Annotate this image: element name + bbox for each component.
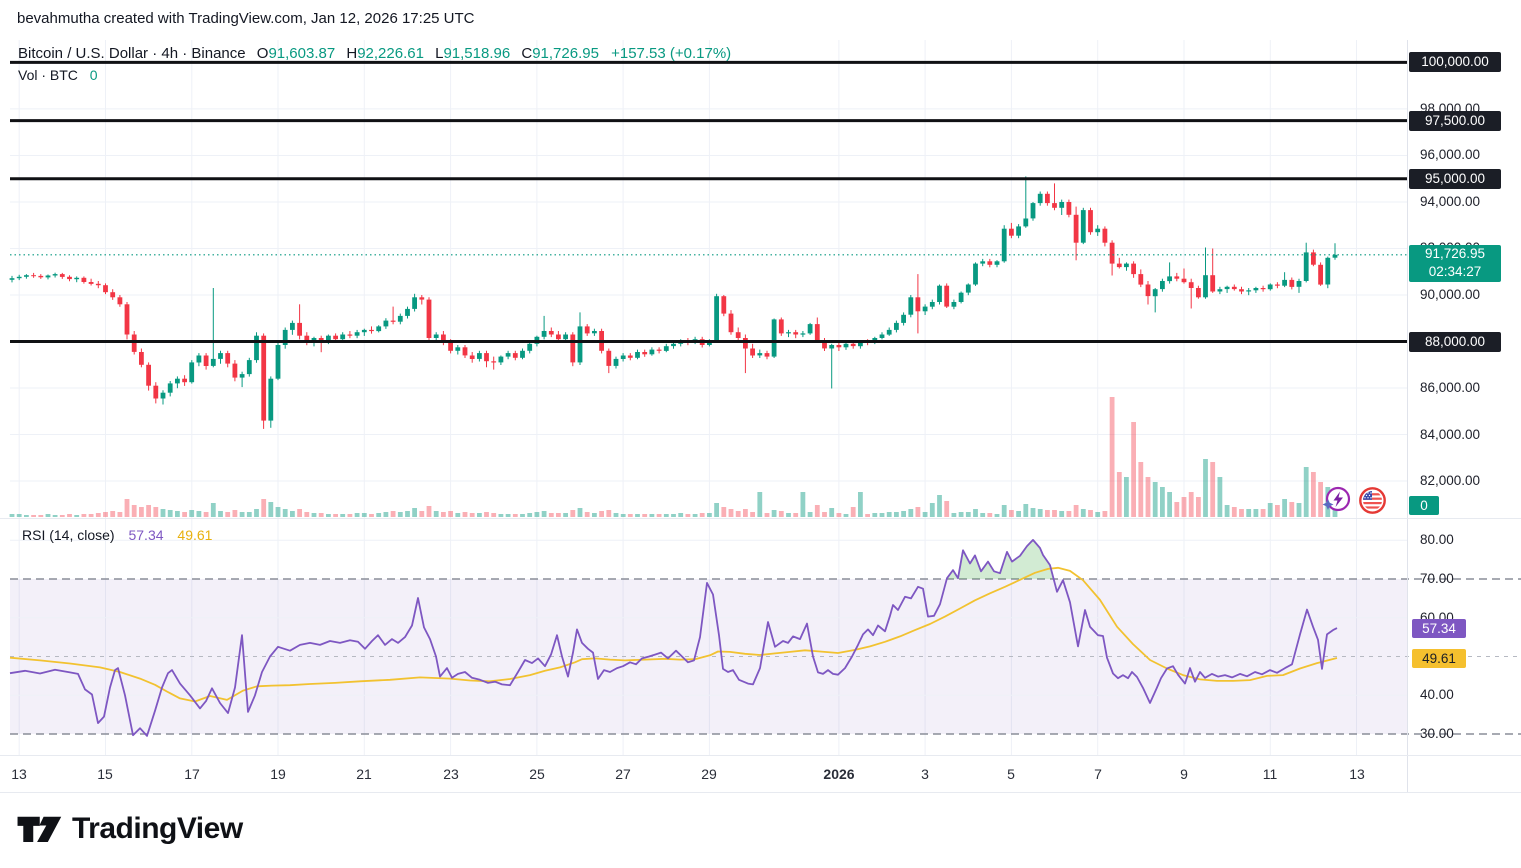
- rsi-ma-value: 49.61: [177, 527, 213, 543]
- price-axis-label: 84,000.00: [1420, 427, 1481, 442]
- flash-boost-event-icon[interactable]: [1321, 486, 1351, 521]
- time-axis-label: 5: [1007, 766, 1015, 782]
- symbol-title: Bitcoin / U.S. Dollar · 4h · Binance: [18, 45, 246, 62]
- level-price-badge: 100,000.00: [1409, 52, 1501, 72]
- vertical-gridlines: [18, 40, 1357, 755]
- time-axis-label: 19: [270, 766, 286, 782]
- time-axis-label: 27: [615, 766, 631, 782]
- change-value: +157.53 (+0.17%): [611, 45, 732, 62]
- rsi-line[interactable]: [9, 539, 1338, 737]
- time-axis-label: 3: [921, 766, 929, 782]
- rsi-axis-label: 80.00: [1420, 532, 1454, 547]
- close-label: C: [521, 45, 533, 62]
- candle-countdown: 02:34:27: [1428, 264, 1482, 279]
- time-axis-label: 9: [1180, 766, 1188, 782]
- time-axis-label: 29: [701, 766, 717, 782]
- candlestick-series[interactable]: [9, 176, 1338, 429]
- tradingview-logo-mark: [17, 816, 62, 843]
- open-value: 91,603.87: [268, 45, 336, 62]
- low-label: L: [435, 45, 444, 62]
- time-axis-label: 15: [97, 766, 113, 782]
- rsi-axis-label: 30.00: [1420, 726, 1454, 741]
- time-axis-label: 13: [11, 766, 27, 782]
- time-axis-label: 25: [529, 766, 545, 782]
- time-axis-bottom-divider: [0, 792, 1521, 793]
- rsi-axis-label: 40.00: [1420, 687, 1454, 702]
- tradingview-logo: TradingView: [16, 810, 243, 848]
- pane-divider[interactable]: [0, 518, 1521, 519]
- volume-bars: [9, 397, 1338, 517]
- time-axis-label: 11: [1262, 766, 1278, 782]
- horizontal-level-lines[interactable]: [10, 60, 1407, 343]
- open-label: O: [256, 45, 269, 62]
- level-price-badge: 95,000.00: [1409, 169, 1501, 189]
- price-axis-label: 82,000.00: [1420, 473, 1481, 488]
- rsi-label: RSI (14, close): [22, 527, 115, 543]
- price-axis-label: 90,000.00: [1420, 287, 1481, 302]
- level-price-badge: 88,000.00: [1409, 332, 1501, 352]
- tradingview-logo-text: TradingView: [72, 812, 243, 845]
- watermark-text: bevahmutha created with TradingView.com,…: [17, 10, 475, 27]
- time-axis-label: 21: [356, 766, 372, 782]
- time-axis-label: 13: [1349, 766, 1365, 782]
- rsi-ma-value-badge: 49.61: [1412, 649, 1466, 668]
- time-axis-label: 2026: [823, 766, 855, 782]
- high-value: 92,226.61: [357, 45, 424, 62]
- rsi-axis-label: 70.00: [1420, 571, 1454, 586]
- time-axis-label: 23: [443, 766, 459, 782]
- price-axis-label: 86,000.00: [1420, 380, 1481, 395]
- volume-label: Vol · BTC: [18, 67, 78, 83]
- time-axis-label: 7: [1094, 766, 1102, 782]
- volume-legend[interactable]: Vol · BTC 0: [18, 67, 98, 83]
- rsi-value-badge: 57.34: [1412, 619, 1466, 638]
- current-price-value: 91,726.95: [1424, 246, 1486, 261]
- high-label: H: [346, 45, 358, 62]
- price-gridlines: [10, 108, 1407, 482]
- current-price-badge: 91,726.95 02:34:27: [1409, 245, 1501, 282]
- price-axis-label: 94,000.00: [1420, 194, 1481, 209]
- volume-value: 0: [89, 67, 98, 83]
- time-axis-label: 17: [184, 766, 200, 782]
- rsi-pane-bottom-divider: [0, 755, 1521, 756]
- rsi-gridlines: [10, 539, 1407, 696]
- volume-value-badge: 0: [1409, 496, 1439, 515]
- close-value: 91,726.95: [532, 45, 599, 62]
- symbol-legend[interactable]: Bitcoin / U.S. Dollar · 4h · Binance O91…: [18, 45, 731, 62]
- price-scale-separator: [1407, 40, 1408, 792]
- us-flag-economic-event-icon[interactable]: [1358, 486, 1387, 520]
- rsi-legend[interactable]: RSI (14, close) 57.34 49.61: [22, 527, 212, 543]
- rsi-extreme-fill: [946, 539, 1054, 579]
- low-value: 91,518.96: [443, 45, 511, 62]
- level-price-badge: 97,500.00: [1409, 111, 1501, 131]
- price-axis-label: 96,000.00: [1420, 147, 1481, 162]
- rsi-value: 57.34: [128, 527, 164, 543]
